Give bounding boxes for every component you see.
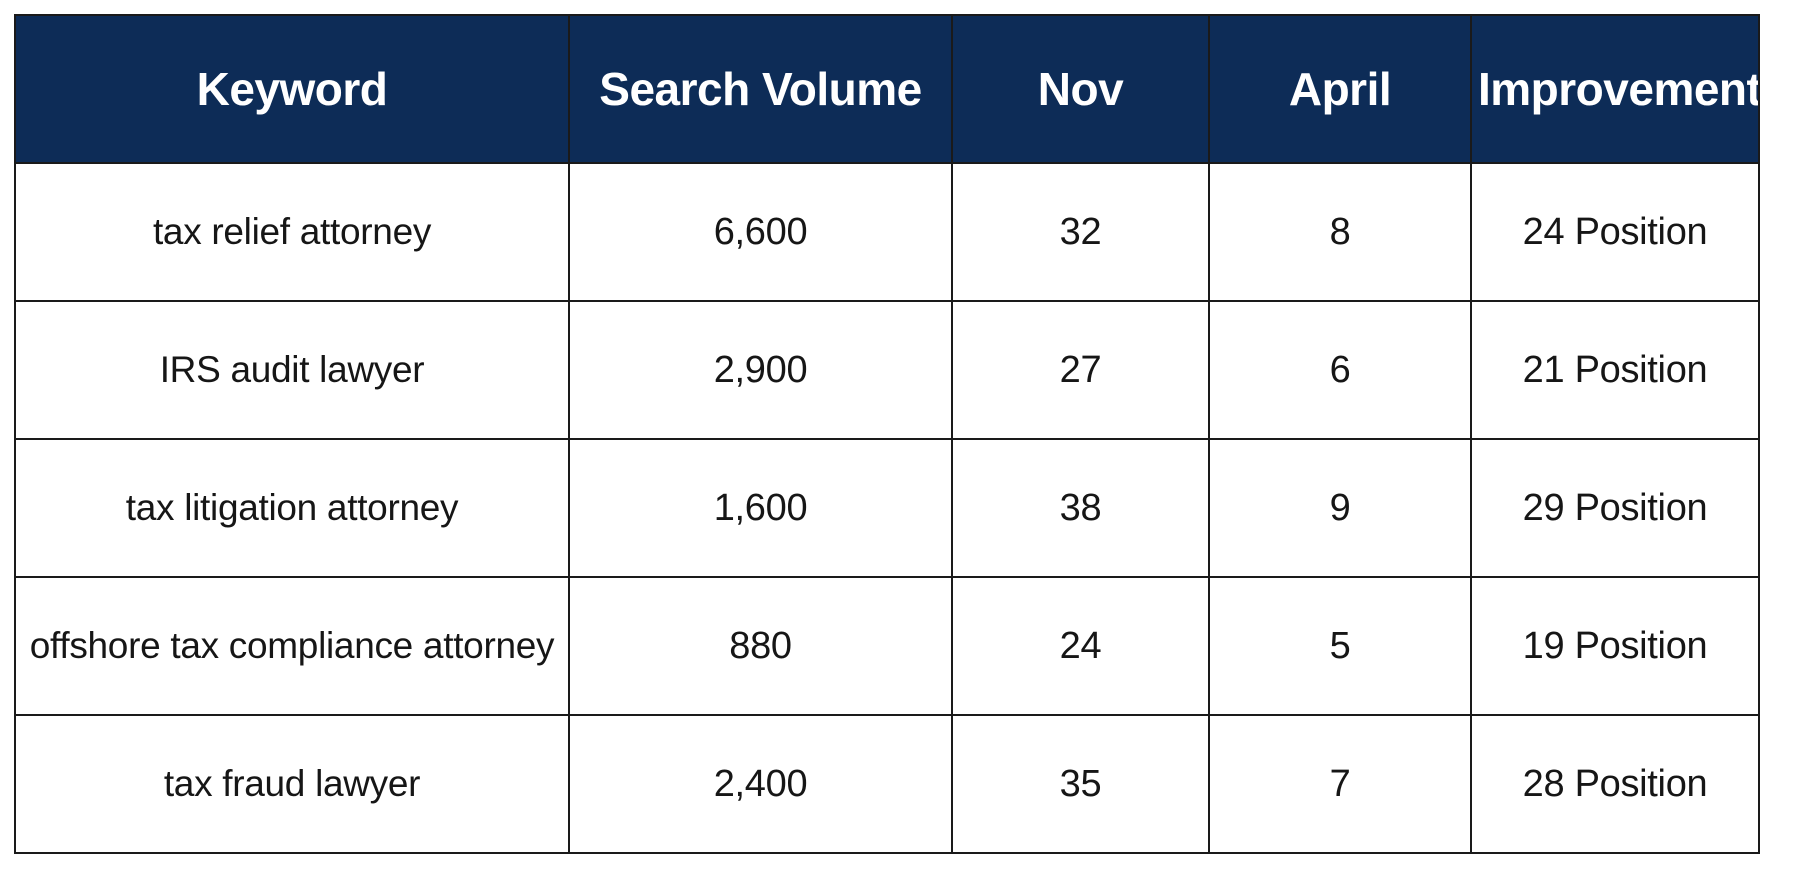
improvement-cell: 24 Position xyxy=(1470,162,1760,302)
improvement-cell: 28 Position xyxy=(1470,714,1760,854)
header-april: April xyxy=(1208,14,1472,164)
header-row: Keyword Search Volume Nov April Improvem… xyxy=(14,14,1760,164)
improvement-cell: 19 Position xyxy=(1470,576,1760,716)
table-row: tax fraud lawyer 2,400 35 7 28 Position xyxy=(14,714,1760,854)
keyword-ranking-table: Keyword Search Volume Nov April Improvem… xyxy=(14,14,1760,854)
keyword-cell: IRS audit lawyer xyxy=(14,300,570,440)
keyword-cell: tax fraud lawyer xyxy=(14,714,570,854)
table-row: tax relief attorney 6,600 32 8 24 Positi… xyxy=(14,162,1760,302)
search-volume-cell: 880 xyxy=(568,576,953,716)
nov-rank-cell: 32 xyxy=(951,162,1210,302)
search-volume-cell: 6,600 xyxy=(568,162,953,302)
header-keyword: Keyword xyxy=(14,14,570,164)
improvement-cell: 21 Position xyxy=(1470,300,1760,440)
improvement-cell: 29 Position xyxy=(1470,438,1760,578)
april-rank-cell: 9 xyxy=(1208,438,1472,578)
table-row: IRS audit lawyer 2,900 27 6 21 Position xyxy=(14,300,1760,440)
keyword-cell: offshore tax compliance attorney xyxy=(14,576,570,716)
table-row: tax litigation attorney 1,600 38 9 29 Po… xyxy=(14,438,1760,578)
search-volume-cell: 1,600 xyxy=(568,438,953,578)
april-rank-cell: 6 xyxy=(1208,300,1472,440)
keyword-cell: tax relief attorney xyxy=(14,162,570,302)
header-improvement: Improvement xyxy=(1470,14,1760,164)
nov-rank-cell: 38 xyxy=(951,438,1210,578)
april-rank-cell: 7 xyxy=(1208,714,1472,854)
table-row: offshore tax compliance attorney 880 24 … xyxy=(14,576,1760,716)
search-volume-cell: 2,900 xyxy=(568,300,953,440)
table-header: Keyword Search Volume Nov April Improvem… xyxy=(14,14,1760,164)
header-nov: Nov xyxy=(951,14,1210,164)
keyword-cell: tax litigation attorney xyxy=(14,438,570,578)
april-rank-cell: 5 xyxy=(1208,576,1472,716)
table-body: tax relief attorney 6,600 32 8 24 Positi… xyxy=(14,162,1760,854)
search-volume-cell: 2,400 xyxy=(568,714,953,854)
nov-rank-cell: 35 xyxy=(951,714,1210,854)
april-rank-cell: 8 xyxy=(1208,162,1472,302)
header-search-volume: Search Volume xyxy=(568,14,953,164)
keyword-ranking-table-container: Keyword Search Volume Nov April Improvem… xyxy=(14,14,1760,854)
nov-rank-cell: 27 xyxy=(951,300,1210,440)
nov-rank-cell: 24 xyxy=(951,576,1210,716)
